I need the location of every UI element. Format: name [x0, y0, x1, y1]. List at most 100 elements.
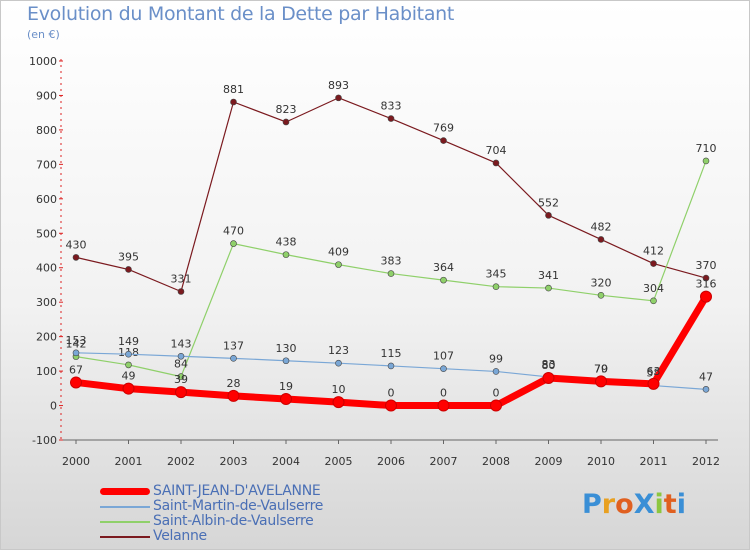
series-point-2 [492, 368, 500, 375]
series-point-1 [335, 261, 342, 268]
series-point-3 [542, 371, 555, 384]
series-point-0 [650, 260, 657, 267]
legend-label-saint-albin: Saint-Albin-de-Vaulserre [153, 513, 314, 529]
data-label: 49 [122, 370, 136, 383]
series-point-0 [282, 118, 290, 126]
data-label: 0 [440, 387, 447, 400]
data-label: 115 [381, 347, 402, 360]
series-point-3 [175, 386, 187, 399]
series-point-2 [282, 357, 290, 365]
x-tick-label: 2003 [220, 455, 248, 468]
x-tick-label: 2011 [640, 455, 668, 468]
data-label: 137 [223, 339, 244, 352]
legend-label-saint-martin: Saint-Martin-de-Vaulserre [153, 498, 324, 514]
y-tick-label: 700 [36, 158, 57, 171]
series-point-2 [387, 362, 395, 370]
series-point-3 [385, 399, 397, 412]
series-point-3 [647, 377, 660, 390]
brand-letter: r [601, 489, 616, 520]
x-tick-label: 2005 [325, 455, 353, 468]
x-tick-label: 2001 [115, 455, 143, 468]
legend-label-velanne: Velanne [153, 528, 207, 544]
series-point-1 [597, 291, 605, 299]
y-tick-label: 800 [36, 124, 57, 137]
data-label: 470 [223, 225, 244, 238]
data-label: 364 [433, 261, 454, 274]
series-point-3 [122, 382, 135, 395]
series-point-0 [597, 236, 605, 243]
data-label: 67 [69, 363, 83, 376]
series-point-3 [332, 396, 345, 409]
data-label: 341 [538, 269, 559, 282]
x-tick-label: 2000 [62, 455, 90, 468]
data-label: 107 [433, 350, 454, 363]
x-tick-label: 2002 [167, 455, 195, 468]
series-point-2 [335, 359, 342, 367]
data-label: 383 [381, 255, 402, 268]
data-label: 304 [643, 282, 664, 295]
data-label: 430 [66, 238, 87, 251]
data-label: 80 [542, 359, 556, 372]
series-point-3 [437, 399, 450, 412]
series-point-0 [545, 212, 552, 219]
data-label: 320 [591, 276, 612, 289]
data-label: 316 [696, 278, 717, 291]
data-label: 19 [279, 380, 293, 393]
legend-swatch-saint-albin [100, 521, 150, 523]
data-label: 823 [276, 103, 297, 116]
series-point-3 [70, 376, 82, 389]
data-label: 331 [171, 273, 192, 286]
series-point-2 [72, 349, 80, 357]
series-point-2 [177, 352, 185, 360]
y-tick-label: 200 [36, 331, 57, 344]
data-label: 142 [66, 338, 87, 351]
y-tick-label: 100 [36, 365, 57, 378]
series-point-0 [702, 274, 710, 282]
series-point-1 [387, 270, 395, 277]
series-point-2 [440, 365, 447, 372]
data-label: 123 [328, 344, 349, 357]
series-point-3 [227, 389, 240, 402]
series-point-1 [125, 361, 132, 369]
x-tick-label: 2007 [430, 455, 458, 468]
y-tick-label: 300 [36, 296, 57, 309]
series-point-3 [280, 392, 292, 405]
x-tick-label: 2008 [482, 455, 510, 468]
series-point-3 [700, 290, 712, 303]
series-point-0 [492, 159, 500, 167]
series-point-2 [702, 386, 710, 393]
brand-logo: ProXiti [582, 489, 686, 520]
brand-letter: i [676, 489, 686, 520]
data-label: 153 [66, 334, 87, 347]
series-point-2 [125, 350, 132, 358]
series-point-2 [230, 355, 237, 362]
data-label: 704 [486, 144, 507, 157]
data-label: 0 [493, 387, 500, 400]
data-label: 893 [328, 79, 349, 92]
data-label: 710 [696, 142, 717, 155]
data-label: 10 [332, 383, 346, 396]
data-label: 0 [388, 387, 395, 400]
series-point-0 [230, 98, 237, 106]
data-label: 370 [696, 259, 717, 272]
data-label: 833 [381, 100, 402, 113]
data-label: 881 [223, 83, 244, 96]
chart-title: Evolution du Montant de la Dette par Hab… [27, 3, 455, 25]
x-tick-label: 2012 [692, 455, 720, 468]
data-label: 63 [647, 365, 661, 378]
x-tick-label: 2004 [272, 455, 300, 468]
brand-letter: o [615, 489, 634, 520]
series-point-0 [387, 115, 395, 122]
series-point-0 [335, 94, 342, 102]
data-label: 28 [227, 377, 241, 390]
brand-letter: i [654, 489, 664, 520]
series-point-0 [440, 137, 447, 144]
series-point-3 [595, 375, 607, 388]
series-point-1 [440, 276, 447, 284]
y-tick-label: 1000 [29, 55, 57, 68]
series-point-1 [702, 157, 710, 165]
y-tick-label: 900 [36, 89, 57, 102]
series-point-0 [177, 288, 185, 295]
data-label: 552 [538, 196, 559, 209]
